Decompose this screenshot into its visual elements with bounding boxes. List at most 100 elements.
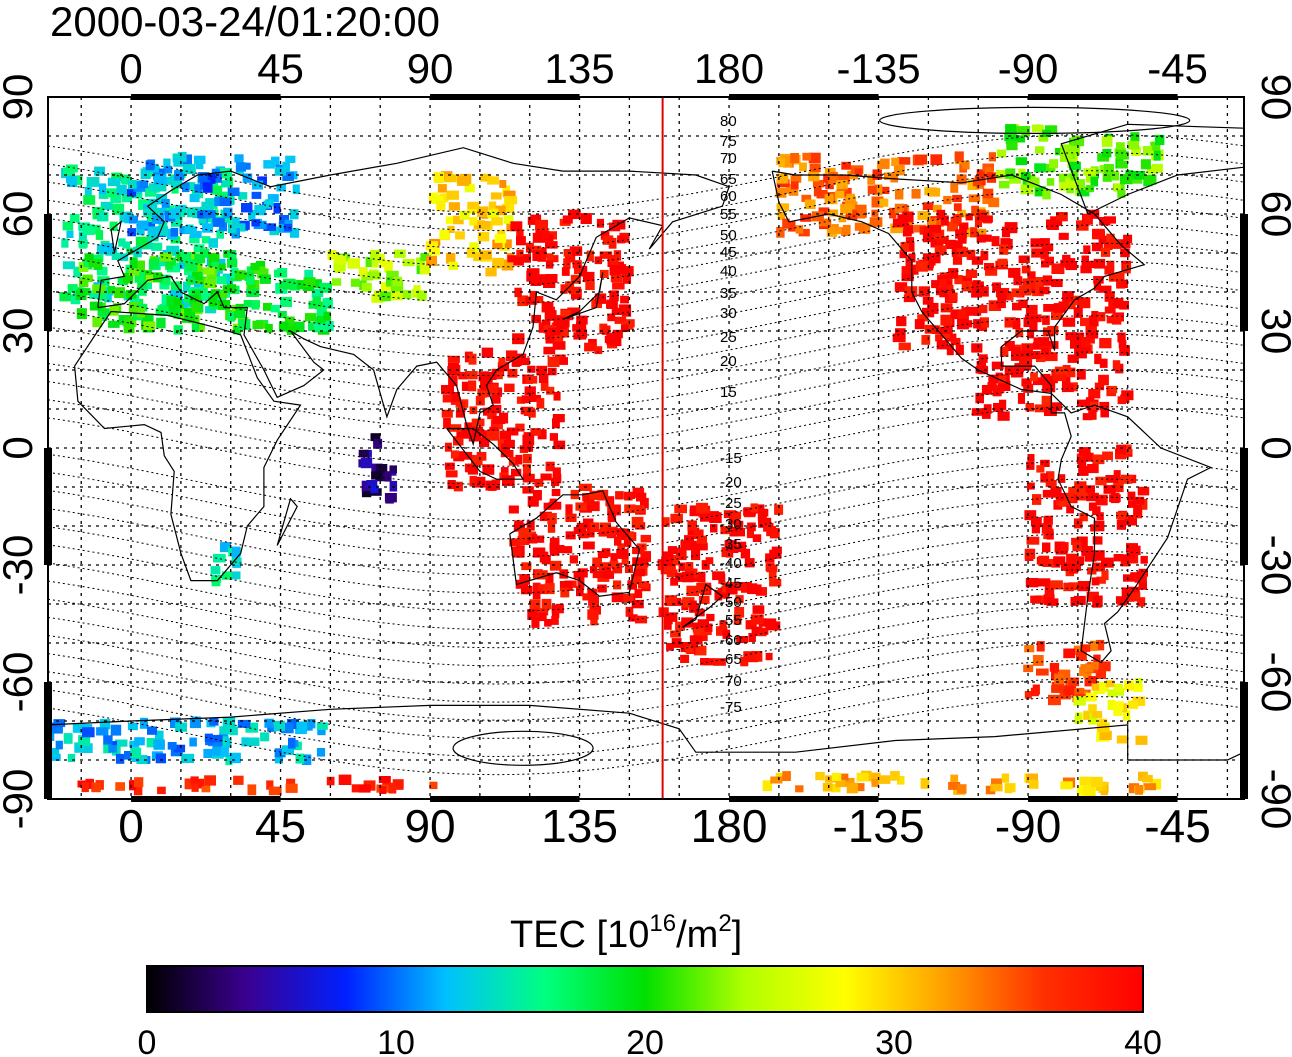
tec-cell bbox=[1042, 542, 1051, 553]
tec-cell bbox=[597, 584, 607, 593]
tec-cell bbox=[314, 279, 322, 288]
frame-bar-top bbox=[729, 94, 879, 100]
tec-cell bbox=[1066, 185, 1074, 194]
tec-cell bbox=[1124, 680, 1134, 691]
tec-cell bbox=[842, 187, 852, 199]
tec-cell bbox=[1042, 489, 1056, 498]
tec-cell bbox=[544, 619, 552, 627]
tec-cell bbox=[1093, 595, 1103, 606]
tec-cell bbox=[1054, 148, 1064, 156]
tec-cell bbox=[1001, 773, 1010, 783]
tec-cell bbox=[560, 546, 573, 554]
tec-cell bbox=[1074, 556, 1085, 565]
tec-cell bbox=[1077, 187, 1090, 197]
tec-cell bbox=[145, 160, 155, 171]
tec-cell bbox=[555, 603, 564, 614]
tec-cell bbox=[384, 493, 397, 503]
tec-cell bbox=[750, 503, 758, 513]
tec-cell bbox=[527, 609, 538, 620]
tec-cell bbox=[191, 188, 204, 199]
tec-cell bbox=[897, 216, 909, 226]
tec-cell bbox=[189, 194, 200, 203]
tec-cell bbox=[432, 195, 444, 204]
tec-cell bbox=[130, 747, 142, 758]
tec-cell bbox=[636, 543, 647, 551]
tec-cell bbox=[185, 261, 198, 272]
tec-cell bbox=[1092, 562, 1106, 572]
tec-cell bbox=[304, 269, 314, 278]
maglat-label: -55 bbox=[720, 612, 742, 629]
tec-cell bbox=[997, 297, 1006, 309]
tec-cell bbox=[94, 166, 105, 176]
tec-cell bbox=[303, 277, 316, 288]
tec-cell bbox=[447, 362, 459, 373]
tec-cell bbox=[204, 278, 217, 288]
tec-cell bbox=[610, 553, 618, 562]
tec-cell bbox=[572, 260, 582, 269]
tec-cell bbox=[936, 236, 949, 244]
tec-cell bbox=[481, 347, 494, 358]
x-tick-label: -135 bbox=[837, 45, 921, 92]
tec-cell bbox=[952, 240, 963, 249]
tec-cell bbox=[1113, 706, 1123, 716]
tec-cell bbox=[515, 454, 523, 465]
tec-cell bbox=[1027, 454, 1035, 462]
tec-cell bbox=[530, 214, 542, 224]
tec-cell bbox=[1135, 735, 1148, 745]
tec-cell bbox=[1076, 179, 1086, 190]
tec-cell bbox=[990, 783, 1003, 792]
tec-cell bbox=[635, 615, 648, 624]
tec-cell bbox=[560, 587, 570, 598]
tec-cell bbox=[126, 189, 137, 197]
frame-bar-right bbox=[1240, 448, 1248, 565]
tec-cell bbox=[640, 534, 651, 543]
tec-cell bbox=[140, 270, 152, 278]
tec-cell bbox=[1060, 152, 1071, 162]
tec-cell bbox=[769, 578, 782, 587]
tec-cell bbox=[713, 658, 726, 666]
tec-cell bbox=[104, 294, 112, 303]
tec-cell bbox=[1143, 146, 1153, 156]
tec-cell bbox=[890, 771, 900, 781]
tec-cell bbox=[878, 775, 891, 784]
tec-cell bbox=[840, 773, 849, 781]
tec-cell bbox=[173, 158, 185, 167]
tec-cell bbox=[514, 520, 524, 530]
tec-cell bbox=[182, 312, 196, 323]
tec-cell bbox=[1101, 570, 1109, 581]
tec-cell bbox=[931, 253, 941, 264]
south-pole-contour bbox=[452, 730, 594, 766]
tec-cell bbox=[222, 215, 233, 224]
tec-cell bbox=[1049, 662, 1060, 672]
tec-cell bbox=[110, 193, 122, 204]
tec-cell bbox=[1108, 272, 1117, 282]
tec-cell bbox=[370, 433, 381, 442]
tec-cell bbox=[480, 173, 492, 182]
tec-cell bbox=[582, 518, 594, 529]
tec-cell bbox=[893, 164, 905, 176]
tec-cell bbox=[1034, 163, 1046, 173]
tec-cell bbox=[867, 174, 876, 185]
tec-cell bbox=[620, 324, 629, 333]
tec-cell bbox=[439, 229, 449, 240]
tec-cell bbox=[594, 346, 603, 355]
tec-cell bbox=[1037, 578, 1051, 587]
x-tick-label: 90 bbox=[407, 45, 454, 92]
tec-cell bbox=[741, 582, 752, 593]
chart-title: 2000-03-24/01:20:00 bbox=[50, 0, 440, 45]
tec-cell bbox=[542, 320, 551, 329]
tec-cell bbox=[1034, 186, 1046, 197]
tec-cell bbox=[664, 595, 677, 606]
tec-cell bbox=[194, 278, 203, 290]
tec-cell bbox=[612, 562, 623, 574]
tec-cell bbox=[563, 258, 571, 269]
tec-cell bbox=[748, 633, 756, 642]
y-tick-label: -30 bbox=[1253, 535, 1292, 596]
tec-cell bbox=[1076, 488, 1088, 497]
tec-cell bbox=[128, 180, 137, 189]
tec-cell bbox=[1040, 473, 1048, 483]
tec-cell bbox=[1071, 537, 1081, 546]
tec-cell bbox=[1018, 299, 1028, 309]
tec-cell bbox=[241, 203, 253, 213]
tec-cell bbox=[416, 257, 426, 266]
